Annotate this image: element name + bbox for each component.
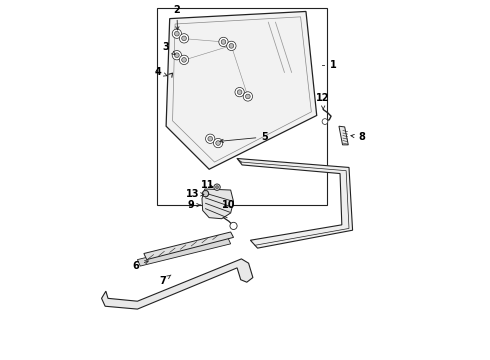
Text: 4: 4 bbox=[155, 67, 167, 77]
Polygon shape bbox=[166, 12, 317, 169]
Circle shape bbox=[230, 222, 237, 229]
Circle shape bbox=[237, 90, 242, 94]
Circle shape bbox=[172, 29, 181, 39]
Text: 9: 9 bbox=[188, 200, 200, 210]
Circle shape bbox=[208, 136, 213, 141]
Circle shape bbox=[182, 58, 186, 62]
Circle shape bbox=[174, 31, 179, 36]
Circle shape bbox=[235, 87, 245, 97]
Polygon shape bbox=[202, 189, 234, 219]
Circle shape bbox=[174, 53, 179, 58]
Text: 10: 10 bbox=[222, 200, 236, 210]
Text: 5: 5 bbox=[220, 132, 268, 143]
Circle shape bbox=[216, 186, 219, 189]
Text: 6: 6 bbox=[132, 261, 148, 271]
Circle shape bbox=[227, 41, 236, 50]
Circle shape bbox=[179, 55, 189, 64]
Polygon shape bbox=[137, 237, 231, 266]
Circle shape bbox=[172, 50, 181, 60]
Circle shape bbox=[229, 44, 234, 48]
Polygon shape bbox=[144, 232, 234, 260]
Circle shape bbox=[243, 92, 252, 101]
Polygon shape bbox=[101, 259, 253, 309]
Polygon shape bbox=[339, 126, 348, 145]
Circle shape bbox=[205, 134, 215, 143]
Circle shape bbox=[214, 138, 223, 148]
Circle shape bbox=[179, 34, 189, 43]
Polygon shape bbox=[237, 158, 353, 248]
Text: 12: 12 bbox=[317, 93, 330, 103]
Circle shape bbox=[202, 190, 209, 197]
Text: 2: 2 bbox=[173, 5, 180, 30]
Text: 8: 8 bbox=[351, 132, 365, 142]
Text: 11: 11 bbox=[200, 180, 214, 190]
Circle shape bbox=[214, 184, 220, 190]
Text: 13: 13 bbox=[186, 189, 204, 199]
Bar bbox=[157, 8, 327, 205]
Text: 7: 7 bbox=[159, 275, 171, 286]
Text: 3: 3 bbox=[163, 42, 175, 55]
Circle shape bbox=[219, 37, 228, 46]
Text: 1: 1 bbox=[329, 60, 336, 70]
Circle shape bbox=[216, 141, 220, 145]
Circle shape bbox=[182, 36, 186, 41]
Circle shape bbox=[245, 94, 250, 99]
Circle shape bbox=[221, 40, 226, 44]
Circle shape bbox=[322, 119, 328, 125]
